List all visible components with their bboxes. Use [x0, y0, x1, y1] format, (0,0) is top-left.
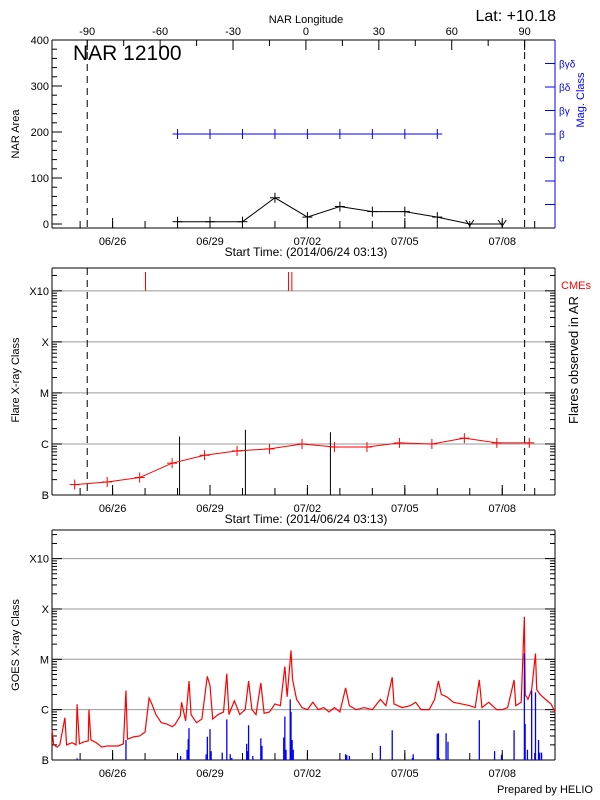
- mag-class-axis-label: Mag. Class: [575, 72, 587, 128]
- x-tick-label: 07/08: [488, 503, 516, 515]
- top-axis-title: NAR Longitude: [269, 14, 344, 26]
- x-tick-label: 07/05: [391, 236, 419, 248]
- goes-flux-line: [51, 616, 556, 748]
- y-tick-label: 300: [31, 81, 49, 93]
- nar-area-point: [497, 219, 507, 227]
- x-tick-label: 07/02: [294, 236, 322, 248]
- flares-observed-axis-label: Flares observed in AR: [566, 296, 581, 424]
- x-tick-label: 07/08: [488, 768, 516, 780]
- y-tick-label: X10: [29, 554, 49, 566]
- y-tick-label: C: [41, 439, 49, 451]
- y-tick-label: B: [42, 490, 49, 502]
- nar-area-point: [465, 219, 475, 227]
- mag-class-tick-label: α: [559, 154, 565, 165]
- latitude-label: Lat: +10.18: [475, 8, 556, 25]
- y-tick-label: X: [42, 337, 50, 349]
- y-tick-label: M: [40, 654, 49, 666]
- y-tick-label: C: [41, 705, 49, 717]
- mag-class-tick-label: βγ: [559, 107, 570, 118]
- y-tick-label: M: [40, 388, 49, 400]
- longitude-tick-label: -60: [152, 26, 168, 38]
- goes-class-axis-label: GOES X-ray Class: [10, 599, 22, 691]
- longitude-tick-label: 60: [446, 26, 458, 38]
- y-tick-label: B: [42, 755, 49, 767]
- y-tick-label: 200: [31, 127, 49, 139]
- y-tick-label: 100: [31, 173, 49, 185]
- mag-class-tick-label: β: [559, 130, 565, 141]
- x-tick-label: 06/29: [196, 236, 224, 248]
- longitude-tick-label: 90: [519, 26, 531, 38]
- flare-class-axis-label: Flare X-ray Class: [10, 337, 22, 422]
- longitude-tick-label: -30: [225, 26, 241, 38]
- y-tick-label: X10: [29, 286, 49, 298]
- start-time-label: Start Time: (2014/06/24 03:13): [225, 245, 388, 259]
- nar-title: NAR 12100: [73, 42, 182, 65]
- longitude-tick-label: 0: [303, 26, 309, 38]
- start-time-label: Start Time: (2014/06/24 03:13): [225, 512, 388, 526]
- x-tick-label: 06/29: [196, 768, 224, 780]
- x-tick-label: 06/26: [99, 768, 127, 780]
- x-tick-label: 06/26: [99, 236, 127, 248]
- x-tick-label: 06/29: [196, 503, 224, 515]
- nar-area-axis-label: NAR Area: [10, 109, 22, 159]
- y-tick-label: 400: [31, 35, 49, 47]
- x-tick-label: 06/26: [99, 503, 127, 515]
- y-tick-label: 0: [43, 219, 49, 231]
- y-tick-label: X: [42, 604, 50, 616]
- x-tick-label: 07/08: [488, 236, 516, 248]
- x-tick-label: 07/02: [294, 503, 322, 515]
- x-tick-label: 07/05: [391, 503, 419, 515]
- cme-label: CMEs: [561, 280, 591, 292]
- mag-class-tick-label: βδ: [559, 83, 571, 94]
- longitude-tick-label: 30: [373, 26, 385, 38]
- x-tick-label: 07/05: [391, 768, 419, 780]
- x-tick-label: 07/02: [294, 768, 322, 780]
- longitude-tick-label: -90: [79, 26, 95, 38]
- mag-class-tick-label: βγδ: [559, 60, 576, 71]
- prepared-by-label: Prepared by HELIO: [497, 784, 593, 796]
